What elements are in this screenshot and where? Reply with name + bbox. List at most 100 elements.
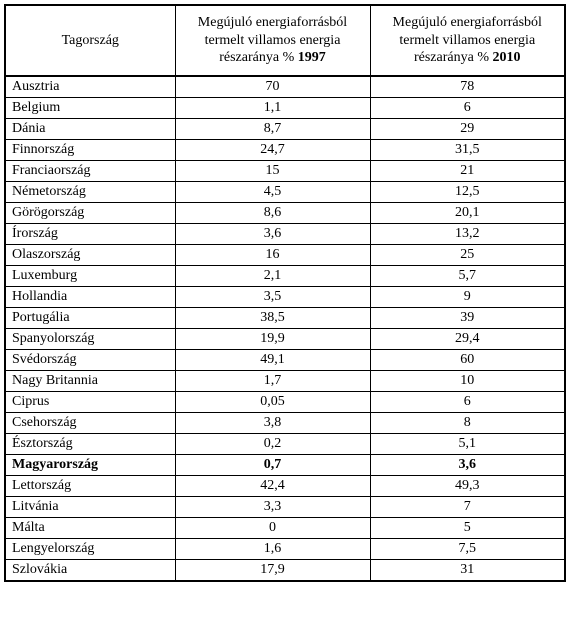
cell-country: Magyarország: [5, 454, 175, 475]
cell-1997: 42,4: [175, 475, 370, 496]
cell-1997: 38,5: [175, 307, 370, 328]
cell-2010: 5: [370, 517, 565, 538]
table-row: Lettország42,449,3: [5, 475, 565, 496]
table-row: Szlovákia17,931: [5, 559, 565, 581]
cell-country: Finnország: [5, 139, 175, 160]
cell-2010: 8: [370, 412, 565, 433]
header-1997-line1: Megújuló energiaforrásból: [198, 15, 347, 30]
cell-2010: 39: [370, 307, 565, 328]
renewable-energy-table: Tagország Megújuló energiaforrásból term…: [4, 4, 566, 582]
table-row: Nagy Britannia1,710: [5, 370, 565, 391]
cell-2010: 60: [370, 349, 565, 370]
header-2010-line3-prefix: részaránya %: [414, 50, 493, 65]
table-row: Spanyolország19,929,4: [5, 328, 565, 349]
cell-1997: 0,05: [175, 391, 370, 412]
table-row: Belgium1,16: [5, 97, 565, 118]
cell-2010: 3,6: [370, 454, 565, 475]
table-row: Dánia8,729: [5, 118, 565, 139]
cell-country: Németország: [5, 181, 175, 202]
cell-2010: 29: [370, 118, 565, 139]
cell-country: Görögország: [5, 202, 175, 223]
cell-2010: 78: [370, 76, 565, 98]
cell-2010: 6: [370, 391, 565, 412]
table-row: Franciaország1521: [5, 160, 565, 181]
cell-2010: 25: [370, 244, 565, 265]
table-row: Ausztria7078: [5, 76, 565, 98]
table-row: Svédország49,160: [5, 349, 565, 370]
cell-2010: 5,1: [370, 433, 565, 454]
table-row: Csehország3,88: [5, 412, 565, 433]
cell-1997: 4,5: [175, 181, 370, 202]
cell-2010: 12,5: [370, 181, 565, 202]
table-row: Portugália38,539: [5, 307, 565, 328]
header-1997: Megújuló energiaforrásból termelt villam…: [175, 5, 370, 76]
cell-2010: 21: [370, 160, 565, 181]
cell-2010: 31: [370, 559, 565, 581]
cell-country: Spanyolország: [5, 328, 175, 349]
cell-2010: 9: [370, 286, 565, 307]
cell-country: Ciprus: [5, 391, 175, 412]
cell-2010: 13,2: [370, 223, 565, 244]
table-row: Görögország8,620,1: [5, 202, 565, 223]
cell-1997: 19,9: [175, 328, 370, 349]
cell-country: Franciaország: [5, 160, 175, 181]
header-1997-year: 1997: [298, 50, 326, 65]
cell-1997: 8,7: [175, 118, 370, 139]
table-row: Hollandia3,59: [5, 286, 565, 307]
cell-2010: 49,3: [370, 475, 565, 496]
cell-1997: 1,1: [175, 97, 370, 118]
header-country: Tagország: [5, 5, 175, 76]
cell-1997: 2,1: [175, 265, 370, 286]
table-row: Litvánia3,37: [5, 496, 565, 517]
cell-country: Lettország: [5, 475, 175, 496]
cell-country: Észtország: [5, 433, 175, 454]
cell-country: Málta: [5, 517, 175, 538]
table-row: Finnország24,731,5: [5, 139, 565, 160]
cell-1997: 0: [175, 517, 370, 538]
table-row: Olaszország1625: [5, 244, 565, 265]
cell-1997: 1,6: [175, 538, 370, 559]
cell-1997: 17,9: [175, 559, 370, 581]
table-body: Ausztria7078Belgium1,16Dánia8,729Finnors…: [5, 76, 565, 581]
header-1997-line3-prefix: részaránya %: [219, 50, 298, 65]
cell-country: Lengyelország: [5, 538, 175, 559]
cell-2010: 7,5: [370, 538, 565, 559]
cell-1997: 70: [175, 76, 370, 98]
cell-1997: 3,8: [175, 412, 370, 433]
table-header-row: Tagország Megújuló energiaforrásból term…: [5, 5, 565, 76]
header-2010-line1: Megújuló energiaforrásból: [393, 15, 542, 30]
table-row: Ciprus0,056: [5, 391, 565, 412]
cell-2010: 10: [370, 370, 565, 391]
cell-1997: 24,7: [175, 139, 370, 160]
header-2010: Megújuló energiaforrásból termelt villam…: [370, 5, 565, 76]
cell-2010: 20,1: [370, 202, 565, 223]
cell-country: Litvánia: [5, 496, 175, 517]
cell-1997: 8,6: [175, 202, 370, 223]
cell-country: Olaszország: [5, 244, 175, 265]
cell-2010: 29,4: [370, 328, 565, 349]
cell-country: Hollandia: [5, 286, 175, 307]
cell-country: Ausztria: [5, 76, 175, 98]
cell-1997: 0,7: [175, 454, 370, 475]
cell-country: Szlovákia: [5, 559, 175, 581]
table-row: Észtország0,25,1: [5, 433, 565, 454]
cell-2010: 6: [370, 97, 565, 118]
header-1997-line2: termelt villamos energia: [205, 33, 341, 48]
cell-1997: 3,6: [175, 223, 370, 244]
table-row: Írország3,613,2: [5, 223, 565, 244]
cell-2010: 7: [370, 496, 565, 517]
header-2010-line2: termelt villamos energia: [399, 33, 535, 48]
table-row: Magyarország0,73,6: [5, 454, 565, 475]
cell-country: Dánia: [5, 118, 175, 139]
cell-1997: 49,1: [175, 349, 370, 370]
cell-1997: 0,2: [175, 433, 370, 454]
cell-country: Nagy Britannia: [5, 370, 175, 391]
table-row: Málta05: [5, 517, 565, 538]
cell-2010: 31,5: [370, 139, 565, 160]
table-row: Lengyelország1,67,5: [5, 538, 565, 559]
cell-2010: 5,7: [370, 265, 565, 286]
cell-1997: 1,7: [175, 370, 370, 391]
cell-country: Csehország: [5, 412, 175, 433]
cell-country: Írország: [5, 223, 175, 244]
cell-1997: 16: [175, 244, 370, 265]
